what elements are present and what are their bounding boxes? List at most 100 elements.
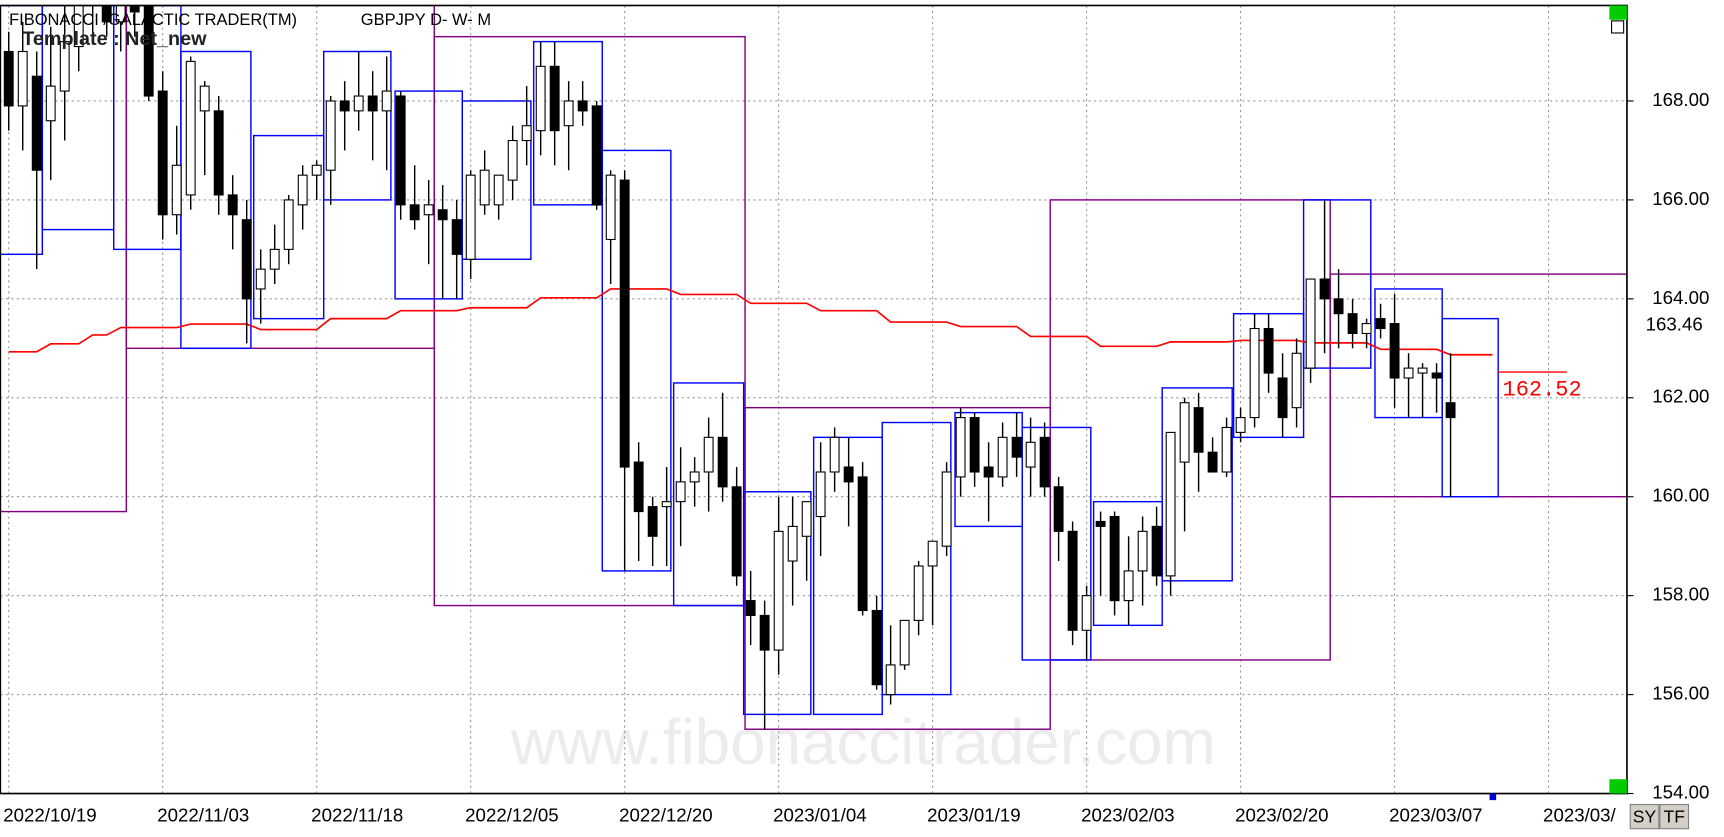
candle-body xyxy=(115,5,126,23)
candle-body xyxy=(143,5,154,97)
candle-body xyxy=(549,65,560,132)
candle-body xyxy=(213,110,224,196)
candle-body xyxy=(493,174,504,206)
y-tick-label: 154.00 xyxy=(1652,781,1709,802)
candle-body xyxy=(1263,327,1274,374)
y-tick-label: 158.00 xyxy=(1652,584,1709,605)
x-tick-label: 2022/11/03 xyxy=(157,805,249,826)
candle-body xyxy=(437,209,448,221)
button-label[interactable]: TF xyxy=(1663,806,1685,826)
candle-body xyxy=(591,105,602,206)
x-tick-label: 2023/02/20 xyxy=(1235,805,1328,826)
x-tick-label: 2022/10/19 xyxy=(3,805,96,826)
candle-body xyxy=(1249,327,1260,419)
candle-body xyxy=(661,501,672,508)
candle-body xyxy=(1165,431,1176,577)
candle-body xyxy=(773,530,784,651)
candle-body xyxy=(171,164,182,216)
candle-body xyxy=(409,204,420,221)
last-price-label: 163.46 xyxy=(1646,313,1703,334)
candle-body xyxy=(1361,323,1372,335)
candle-body xyxy=(3,50,14,107)
candle-body xyxy=(479,169,490,206)
projection-label: 162.52 xyxy=(1503,377,1582,402)
candle-body xyxy=(339,100,350,112)
range-box xyxy=(322,50,392,201)
candle-body xyxy=(1123,570,1134,602)
candle-body xyxy=(955,417,966,478)
candle-body xyxy=(843,466,854,483)
x-tick-label: 2023/03/07 xyxy=(1389,805,1482,826)
candle-body xyxy=(199,85,210,112)
candle-body xyxy=(269,248,280,270)
candle-body xyxy=(451,219,462,255)
chart-title: FIBONACCI /GALACTIC TRADER(TM) xyxy=(9,11,297,29)
symbol: GBPJPY D- W- M xyxy=(361,11,491,29)
candle-body xyxy=(577,100,588,112)
candle-body xyxy=(787,525,798,562)
candle-body xyxy=(1081,595,1092,631)
candle-body xyxy=(815,471,826,518)
candle-body xyxy=(367,95,378,112)
plot-frame xyxy=(0,4,1628,795)
candle-body xyxy=(885,664,896,696)
candle-body xyxy=(227,194,238,216)
candle-body xyxy=(801,501,812,537)
candle-body xyxy=(1403,367,1414,379)
candle-body xyxy=(1319,278,1330,300)
button-label[interactable]: SY xyxy=(1633,806,1657,826)
indicator-icon[interactable] xyxy=(1611,20,1625,34)
candle-body xyxy=(563,100,574,127)
button[interactable]: SY xyxy=(1629,803,1660,830)
candle-body xyxy=(1417,367,1428,374)
candle-body xyxy=(157,90,168,216)
button[interactable]: TF xyxy=(1659,803,1690,830)
candle-body xyxy=(997,436,1008,478)
x-tick-label: 2022/12/20 xyxy=(619,805,712,826)
candle-body xyxy=(927,540,938,567)
candle-body xyxy=(1389,323,1400,379)
candle-body xyxy=(297,174,308,206)
candle-body xyxy=(1347,313,1358,335)
candle-body xyxy=(1207,451,1218,473)
candle-body xyxy=(969,417,980,473)
range-box xyxy=(881,421,952,696)
candle-body xyxy=(1151,525,1162,577)
candle-body xyxy=(465,174,476,260)
candle-body xyxy=(1095,520,1106,527)
candle-body xyxy=(88,0,97,2)
candle-body xyxy=(1067,530,1078,631)
x-tick-label: 2022/12/05 xyxy=(465,805,558,826)
candle-body xyxy=(283,199,294,250)
range-box xyxy=(433,35,746,607)
y-tick-label: 160.00 xyxy=(1652,485,1709,506)
candle-body xyxy=(395,95,406,206)
candle-body xyxy=(353,95,364,112)
candle-body xyxy=(913,565,924,621)
candle-body xyxy=(129,5,140,13)
candle-body xyxy=(1333,298,1344,315)
range-box xyxy=(1441,317,1499,498)
x-tick-label: 2023/01/19 xyxy=(927,805,1020,826)
candle-body xyxy=(983,466,994,478)
candle-body xyxy=(829,436,840,473)
marker xyxy=(1489,793,1497,801)
candle-body xyxy=(647,506,658,537)
range-box xyxy=(1161,387,1233,582)
candle-body xyxy=(1431,372,1442,379)
candle-body xyxy=(675,481,686,503)
indicator-square xyxy=(1609,779,1627,794)
x-tick-label: 2023/01/04 xyxy=(773,805,866,826)
y-tick-label: 162.00 xyxy=(1652,386,1709,407)
candle-body xyxy=(507,139,518,181)
candle-body xyxy=(1305,278,1316,369)
candle-body xyxy=(73,5,84,48)
candle-body xyxy=(1277,377,1288,419)
candle-body xyxy=(1235,417,1246,433)
candle-body xyxy=(1445,402,1456,419)
candle-body xyxy=(1193,407,1204,453)
range-box xyxy=(601,149,672,572)
candle-body xyxy=(1011,436,1022,458)
candle-body xyxy=(1375,318,1386,330)
